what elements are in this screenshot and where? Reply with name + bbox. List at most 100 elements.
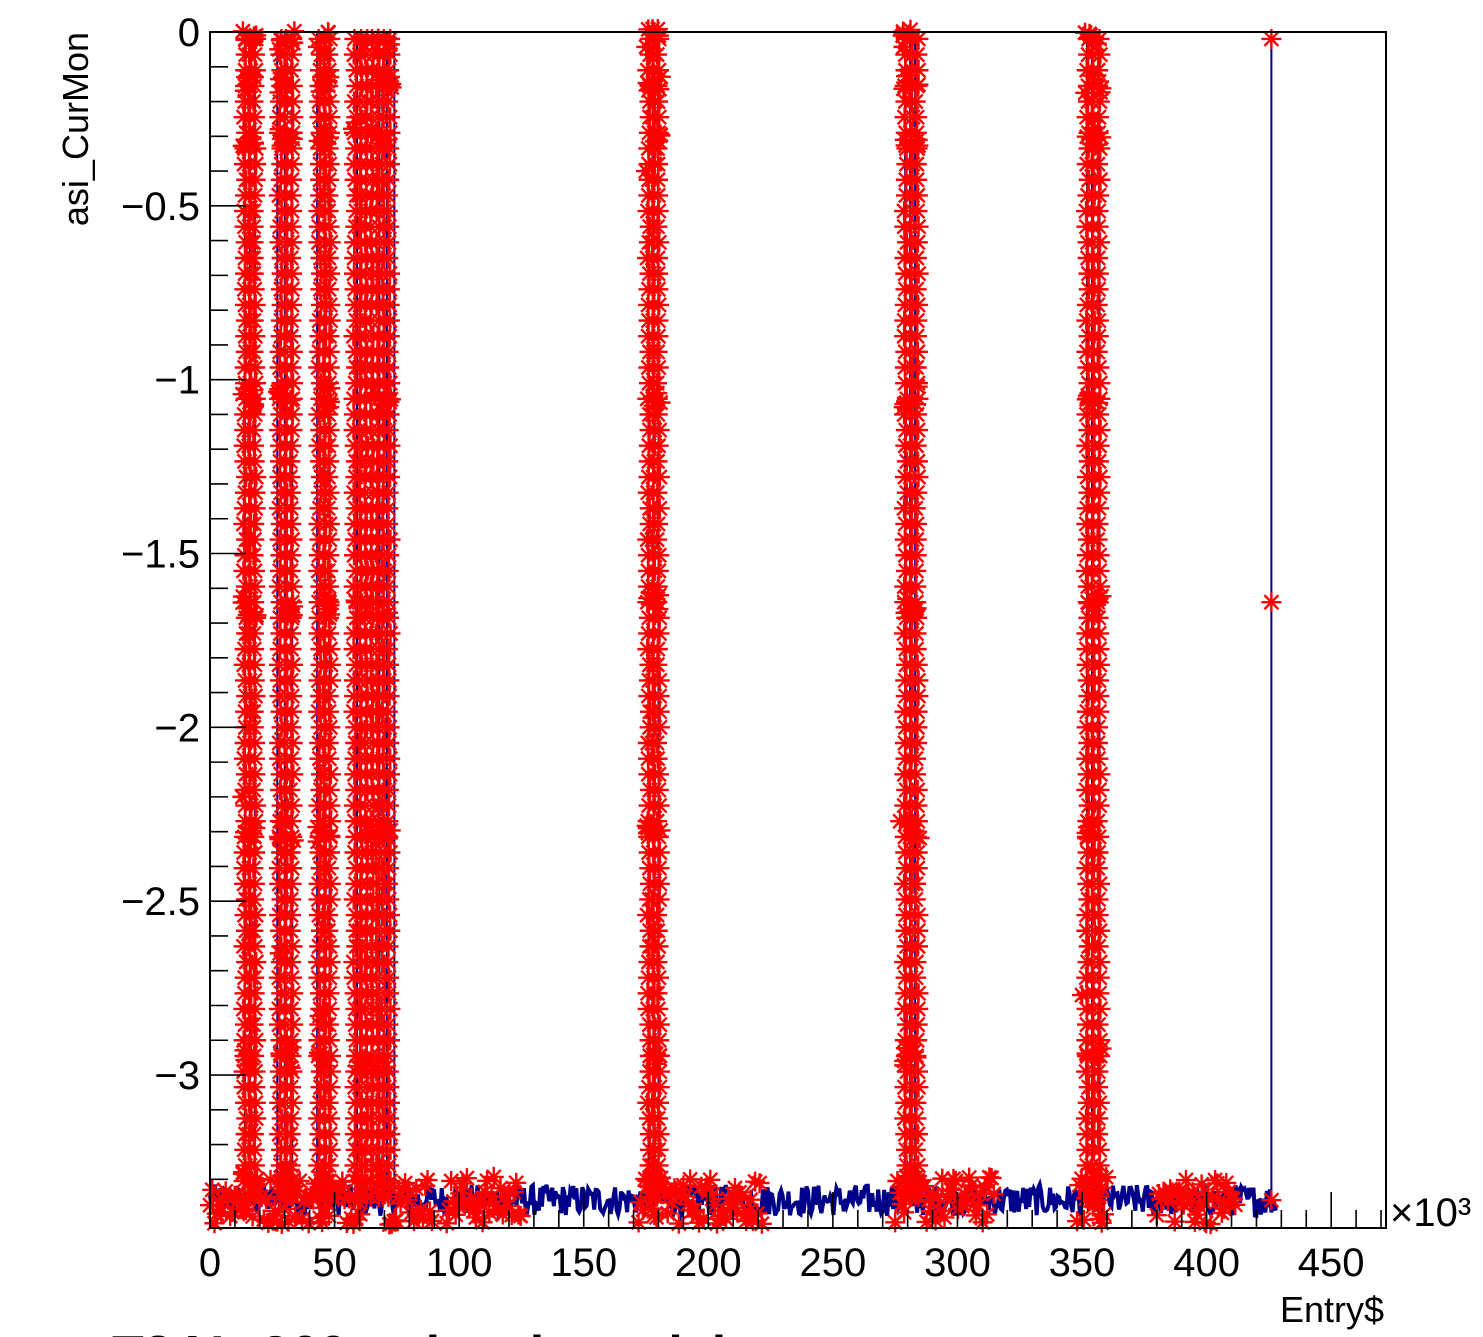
red-cluster-point bbox=[319, 216, 340, 237]
red-level-point bbox=[239, 602, 260, 623]
red-cluster-point bbox=[379, 154, 400, 175]
red-cluster-point bbox=[1090, 232, 1111, 253]
red-cluster-point bbox=[908, 686, 929, 707]
x-tick-label: 400 bbox=[1173, 1241, 1240, 1285]
red-cluster-point bbox=[282, 294, 303, 315]
red-level-point bbox=[906, 394, 927, 415]
red-baseline-point bbox=[343, 1213, 364, 1234]
red-cluster-point bbox=[281, 623, 302, 644]
red-baseline-point bbox=[419, 1201, 440, 1222]
red-cluster-point bbox=[648, 560, 669, 581]
red-cluster-point bbox=[281, 701, 302, 722]
red-cluster-point bbox=[908, 670, 929, 691]
red-cluster-point bbox=[379, 404, 400, 425]
red-level-point bbox=[272, 811, 293, 832]
red-baseline-point bbox=[749, 1173, 770, 1194]
red-level-point bbox=[1091, 78, 1112, 99]
red-cluster-point bbox=[1090, 388, 1111, 409]
red-level-point bbox=[319, 127, 340, 148]
red-level-point bbox=[240, 133, 261, 154]
red-cluster-point bbox=[906, 545, 927, 566]
red-cluster-point bbox=[318, 1092, 339, 1113]
red-cluster-point bbox=[281, 357, 302, 378]
red-cluster-point bbox=[1088, 1124, 1109, 1145]
red-cluster-point bbox=[319, 357, 340, 378]
red-cluster-point bbox=[907, 232, 928, 253]
red-cluster-point bbox=[318, 185, 339, 206]
red-cluster-point bbox=[1090, 873, 1111, 894]
red-cluster-point bbox=[907, 795, 928, 816]
red-cluster-point bbox=[908, 1077, 929, 1098]
red-cluster-point bbox=[907, 717, 928, 738]
x-axis-multiplier: ×10³ bbox=[1390, 1191, 1471, 1235]
red-cluster-point bbox=[377, 1045, 398, 1066]
red-cluster-point bbox=[908, 263, 929, 284]
red-cluster-point bbox=[1089, 983, 1110, 1004]
red-cluster-point bbox=[380, 1124, 401, 1145]
tick-labels: 0 50 100 150 200 250 300 350 400 450 0 −0.5 −1 −1.5 −2… bbox=[121, 11, 1365, 1285]
red-level-point bbox=[319, 595, 340, 616]
red-baseline-point bbox=[956, 1186, 977, 1207]
red-level-point bbox=[902, 76, 923, 97]
red-cluster-point bbox=[320, 873, 341, 894]
red-level-point bbox=[895, 602, 916, 623]
red-cluster-point bbox=[380, 373, 401, 394]
red-cluster-point bbox=[907, 107, 928, 128]
red-baseline-point bbox=[445, 1204, 466, 1225]
red-cluster-point bbox=[1087, 811, 1108, 832]
red-cluster-point bbox=[380, 107, 401, 128]
red-cluster-point bbox=[281, 216, 302, 237]
red-cluster-point bbox=[281, 60, 302, 81]
red-level-point bbox=[1084, 1168, 1105, 1189]
red-cluster-point bbox=[320, 889, 341, 910]
red-cluster-point bbox=[907, 513, 928, 534]
red-baseline-point bbox=[684, 1199, 705, 1220]
y-tick-label: −3 bbox=[154, 1054, 200, 1098]
red-cluster-point bbox=[280, 482, 301, 503]
red-cluster-point bbox=[1088, 905, 1109, 926]
red-cluster-point bbox=[282, 154, 303, 175]
red-baseline-point bbox=[751, 1213, 772, 1234]
x-tick-label: 50 bbox=[312, 1241, 357, 1285]
red-cluster-point bbox=[646, 732, 667, 753]
red-baseline-point bbox=[401, 1202, 422, 1223]
red-cluster-point bbox=[1087, 1077, 1108, 1098]
red-level-point bbox=[643, 1044, 664, 1065]
red-cluster-point bbox=[280, 467, 301, 488]
red-cluster-point bbox=[378, 1186, 399, 1207]
red-cluster-point bbox=[908, 905, 929, 926]
red-cluster-point bbox=[281, 670, 302, 691]
red-cluster-point bbox=[280, 1139, 301, 1160]
red-baseline-point bbox=[1071, 1168, 1092, 1189]
red-isolated-point-8 bbox=[1261, 592, 1282, 613]
red-cluster-point bbox=[647, 748, 668, 769]
red-level-point bbox=[381, 73, 402, 94]
red-cluster-point bbox=[646, 1186, 667, 1207]
red-cluster-point bbox=[907, 1030, 928, 1051]
red-cluster-point bbox=[379, 889, 400, 910]
red-level-point bbox=[366, 39, 387, 60]
red-cluster-point bbox=[243, 779, 264, 800]
red-baseline-point bbox=[1218, 1181, 1239, 1202]
red-cluster-point bbox=[379, 326, 400, 347]
red-cluster-point bbox=[319, 748, 340, 769]
red-cluster-point bbox=[1088, 107, 1109, 128]
red-cluster-point bbox=[379, 1077, 400, 1098]
red-level-point bbox=[317, 71, 338, 92]
red-cluster-point bbox=[907, 701, 928, 722]
red-cluster-point bbox=[280, 779, 301, 800]
red-baseline-point bbox=[1157, 1191, 1178, 1212]
red-cluster-point bbox=[379, 717, 400, 738]
red-cluster-point bbox=[907, 1014, 928, 1035]
red-cluster-point bbox=[319, 1186, 340, 1207]
red-level-point bbox=[244, 394, 265, 415]
red-cluster-point bbox=[244, 560, 265, 581]
red-cluster-point bbox=[245, 482, 266, 503]
red-cluster-point bbox=[244, 748, 265, 769]
red-baseline-point bbox=[443, 1191, 464, 1212]
red-cluster-point bbox=[282, 686, 303, 707]
red-cluster-point bbox=[244, 513, 265, 534]
red-cluster-point bbox=[907, 44, 928, 65]
red-cluster-point bbox=[377, 701, 398, 722]
red-level-point bbox=[269, 82, 290, 103]
